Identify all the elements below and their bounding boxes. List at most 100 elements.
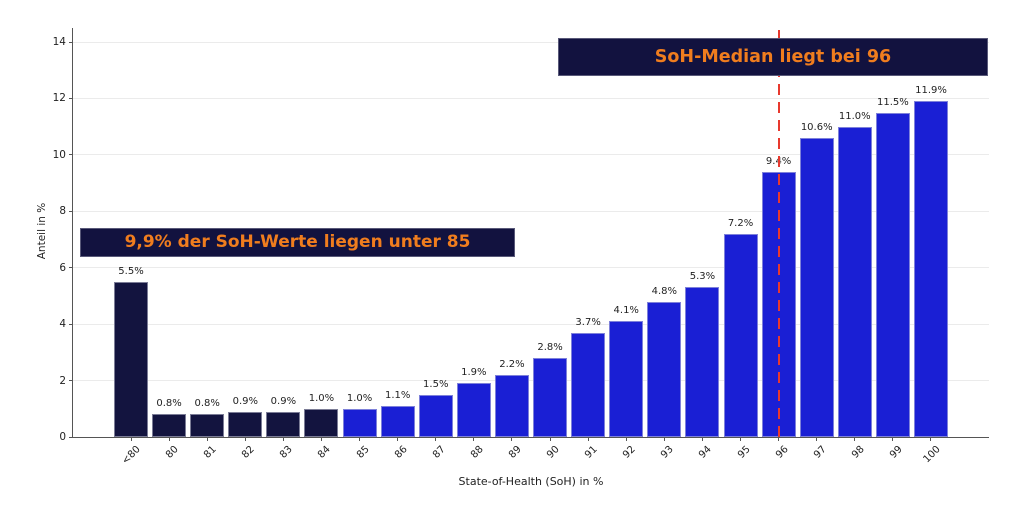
x-tick-mark — [206, 437, 208, 441]
y-tick-mark — [69, 154, 73, 156]
x-axis-spine — [73, 437, 989, 439]
bar — [494, 374, 529, 437]
x-tick-mark — [320, 437, 322, 441]
bar — [304, 408, 339, 437]
y-gridline — [73, 97, 989, 99]
x-tick-mark — [473, 437, 475, 441]
bar — [152, 414, 187, 437]
x-tick-label: 94 — [697, 444, 715, 461]
bar — [571, 332, 606, 437]
y-tick-label: 0 — [59, 431, 66, 443]
x-tick-label: 87 — [430, 444, 448, 461]
x-tick-label: 92 — [621, 444, 639, 461]
bar — [875, 112, 910, 437]
bar — [114, 281, 148, 437]
x-tick-mark — [587, 437, 589, 441]
x-tick-label: 89 — [506, 444, 524, 461]
y-tick-label: 14 — [52, 36, 66, 48]
x-tick-label: 88 — [468, 444, 486, 461]
x-tick-mark — [930, 437, 932, 441]
bar — [723, 233, 758, 437]
x-tick-mark — [282, 437, 284, 441]
y-tick-mark — [69, 323, 73, 325]
x-tick-mark — [511, 437, 513, 441]
y-tick-label: 6 — [59, 261, 66, 274]
x-tick-label: 81 — [202, 444, 219, 461]
bar-value-label: 0.8% — [156, 398, 182, 410]
x-tick-mark — [663, 437, 665, 441]
y-gridline — [73, 323, 989, 325]
x-tick-mark — [397, 437, 399, 441]
x-tick-mark — [625, 437, 627, 441]
bar-value-label: 1.0% — [346, 392, 373, 404]
x-tick-label: 96 — [773, 444, 791, 461]
x-tick-label: 99 — [887, 444, 905, 461]
bar-value-label: 4.8% — [651, 285, 678, 297]
x-tick-mark — [816, 437, 818, 441]
bar — [533, 358, 568, 437]
y-axis-title: Anteil in % — [36, 202, 48, 260]
y-tick-label: 10 — [52, 148, 66, 161]
bar-value-label: 11.0% — [838, 110, 871, 122]
y-tick-mark — [69, 97, 73, 99]
x-tick-mark — [740, 437, 742, 441]
y-tick-label: 12 — [52, 92, 66, 105]
bar — [913, 101, 948, 437]
annotation-median: SoH-Median liegt bei 96 — [558, 38, 988, 76]
bar-value-label: 1.0% — [308, 392, 335, 404]
bar — [228, 411, 263, 437]
x-tick-mark — [435, 437, 437, 441]
bar — [190, 414, 225, 437]
x-tick-mark — [359, 437, 361, 441]
bar — [418, 394, 453, 437]
y-gridline — [73, 380, 989, 382]
x-tick-mark — [244, 437, 246, 441]
x-tick-label: 100 — [921, 444, 943, 466]
x-tick-label: 80 — [164, 444, 181, 461]
bar-value-label: 1.5% — [423, 378, 449, 390]
bar — [837, 126, 872, 437]
bar — [342, 408, 377, 437]
y-tick-mark — [69, 267, 73, 269]
x-tick-label: 91 — [583, 444, 600, 461]
y-tick-mark — [69, 380, 73, 382]
x-tick-mark — [778, 437, 780, 441]
y-gridline — [73, 154, 989, 156]
bar-value-label: 1.9% — [461, 367, 487, 379]
y-gridline — [73, 41, 989, 43]
bar-value-label: 7.2% — [727, 217, 754, 229]
bar-value-label: 0.9% — [270, 395, 297, 407]
y-tick-label: 4 — [59, 318, 66, 331]
x-tick-label: 86 — [392, 444, 410, 461]
y-tick-mark — [69, 436, 73, 438]
x-tick-label: 95 — [735, 444, 753, 461]
bar-value-label: 10.6% — [800, 121, 833, 133]
x-tick-label: 98 — [849, 444, 867, 461]
y-gridline — [73, 267, 989, 269]
x-tick-label: 93 — [659, 444, 677, 461]
y-axis-spine — [72, 28, 74, 438]
bar-value-label: 3.7% — [575, 316, 601, 328]
bar-value-label: 0.9% — [232, 395, 258, 407]
y-gridline — [73, 210, 989, 212]
bar-value-label: 11.5% — [877, 96, 909, 108]
y-tick-label: 2 — [59, 374, 66, 387]
bar — [266, 411, 301, 437]
x-tick-label: 82 — [240, 444, 258, 461]
bar-value-label: 5.3% — [689, 271, 716, 283]
bar-value-label: 11.9% — [915, 85, 947, 97]
x-tick-label: 90 — [545, 444, 562, 461]
bar-value-label: 2.2% — [499, 358, 525, 370]
bar-value-label: 4.1% — [613, 305, 639, 317]
y-tick-mark — [69, 210, 73, 212]
x-tick-label: 83 — [278, 444, 296, 461]
y-tick-mark — [69, 41, 73, 43]
bar — [647, 301, 682, 437]
x-tick-mark — [168, 437, 170, 441]
x-tick-mark — [892, 437, 894, 441]
x-tick-label: 97 — [811, 444, 829, 461]
bar — [685, 287, 720, 437]
x-tick-label: 85 — [354, 444, 372, 461]
